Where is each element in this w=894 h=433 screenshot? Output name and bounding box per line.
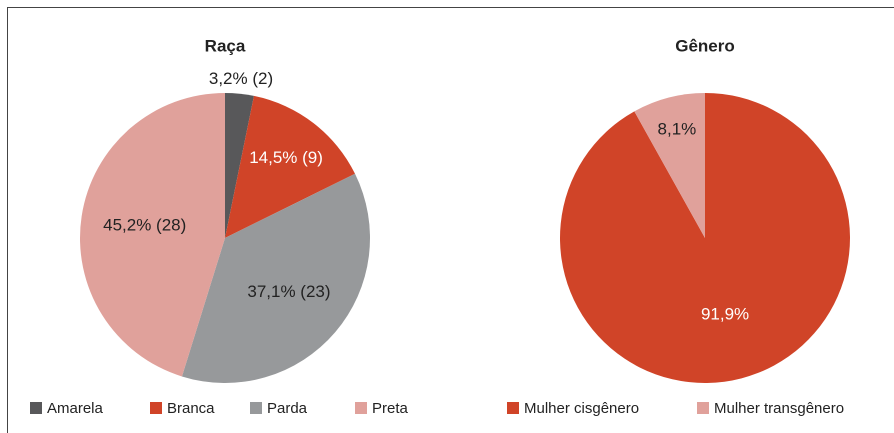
pie-slice bbox=[225, 95, 356, 238]
legend-swatch bbox=[30, 402, 42, 414]
data-label: 37,1% (23) bbox=[247, 282, 330, 301]
legend-swatch bbox=[250, 402, 262, 414]
legend-swatch bbox=[355, 402, 367, 414]
legend-swatch bbox=[507, 402, 519, 414]
legend-label: Preta bbox=[372, 400, 409, 417]
data-label: 45,2% (28) bbox=[103, 215, 186, 234]
legend-label: Mulher transgênero bbox=[714, 400, 844, 417]
frame bbox=[7, 7, 894, 433]
legend-label: Mulher cisgênero bbox=[524, 400, 639, 417]
data-label: 14,5% (9) bbox=[249, 148, 323, 167]
pie-slice bbox=[181, 173, 370, 383]
data-label: 91,9% bbox=[701, 305, 749, 324]
pie-slice bbox=[634, 93, 705, 238]
pie-slice bbox=[225, 93, 254, 238]
pie-slice bbox=[560, 93, 850, 384]
chart-title: Gênero bbox=[675, 36, 735, 55]
pie-slice bbox=[79, 93, 225, 377]
data-label: 3,2% (2) bbox=[209, 69, 273, 88]
chart-title: Raça bbox=[205, 36, 246, 55]
legend-label: Branca bbox=[167, 400, 215, 417]
legend-swatch bbox=[697, 402, 709, 414]
legend-label: Amarela bbox=[47, 400, 104, 417]
legend-swatch bbox=[150, 402, 162, 414]
legend-label: Parda bbox=[267, 400, 308, 417]
data-label: 8,1% bbox=[658, 119, 697, 138]
